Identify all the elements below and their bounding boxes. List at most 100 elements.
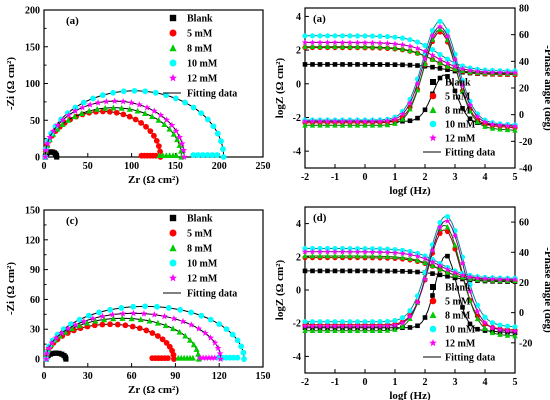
x-tick-label: 30 bbox=[83, 371, 93, 382]
logz-point bbox=[347, 33, 353, 39]
phase-point bbox=[445, 74, 450, 79]
phase-point bbox=[301, 118, 309, 124]
phase-point bbox=[474, 118, 481, 125]
logz-point bbox=[339, 39, 346, 46]
data-point bbox=[154, 303, 160, 310]
phase-point bbox=[317, 325, 323, 331]
y2-tick-label: 20 bbox=[519, 84, 529, 95]
logz-point bbox=[376, 248, 384, 255]
data-point bbox=[211, 339, 219, 346]
logz-point bbox=[384, 253, 391, 259]
data-point bbox=[86, 101, 94, 108]
data-point bbox=[214, 152, 220, 158]
phase-point bbox=[354, 322, 361, 329]
logz-point bbox=[511, 69, 519, 76]
phase-point bbox=[302, 327, 308, 334]
data-point bbox=[204, 116, 211, 123]
phase-point bbox=[384, 322, 391, 329]
data-point bbox=[187, 321, 195, 328]
phase-point bbox=[354, 122, 361, 128]
logz-point bbox=[392, 62, 398, 67]
y-axis-label: -Zi (Ω cm²) bbox=[5, 262, 17, 315]
legend-marker bbox=[429, 106, 437, 113]
data-point bbox=[71, 113, 78, 120]
logz-point bbox=[324, 253, 331, 259]
logz-point bbox=[309, 33, 316, 39]
logz-point bbox=[332, 33, 338, 39]
logz-point bbox=[331, 248, 339, 255]
legend-marker bbox=[430, 79, 436, 85]
legend-marker bbox=[430, 284, 436, 290]
logz-point bbox=[340, 268, 345, 274]
logz-point bbox=[377, 62, 383, 67]
logz-point bbox=[414, 45, 421, 52]
phase-point bbox=[504, 332, 511, 338]
phase-point bbox=[512, 127, 518, 133]
logz-point bbox=[369, 44, 376, 50]
logz-point bbox=[430, 271, 435, 276]
panel-label: (a) bbox=[313, 13, 326, 25]
data-point bbox=[217, 355, 225, 362]
phase-point bbox=[384, 122, 391, 128]
data-point bbox=[146, 317, 153, 324]
logz-point bbox=[437, 51, 443, 58]
logz-point bbox=[407, 37, 413, 43]
data-point bbox=[71, 107, 79, 114]
data-point bbox=[46, 133, 54, 141]
logz-point bbox=[459, 274, 466, 280]
logz-point bbox=[392, 268, 398, 274]
data-point bbox=[154, 333, 161, 339]
phase-point bbox=[399, 110, 406, 117]
x-axis-label: logf (Hz) bbox=[389, 390, 431, 400]
legend-marker bbox=[429, 134, 437, 142]
x-tick-label: 1 bbox=[393, 172, 398, 183]
legend-marker bbox=[429, 311, 437, 318]
data-point bbox=[94, 105, 101, 112]
data-point bbox=[208, 354, 216, 361]
logz-point bbox=[339, 33, 346, 39]
y-tick-label: -2 bbox=[293, 113, 301, 124]
logz-point bbox=[391, 249, 399, 256]
data-point bbox=[170, 130, 177, 137]
legend-marker bbox=[169, 244, 177, 252]
logz-point bbox=[347, 43, 353, 50]
data-point bbox=[119, 97, 127, 105]
data-point bbox=[152, 89, 159, 96]
logz-point bbox=[399, 254, 406, 260]
data-point bbox=[119, 315, 126, 321]
logz-point bbox=[392, 34, 398, 40]
logz-point bbox=[362, 33, 368, 39]
data-point bbox=[201, 329, 209, 336]
y-tick-label: 2 bbox=[296, 46, 301, 57]
phase-point bbox=[444, 224, 451, 230]
phase-point bbox=[466, 287, 474, 294]
phase-point bbox=[504, 122, 511, 129]
phase-point bbox=[444, 217, 451, 224]
logz-point bbox=[332, 253, 338, 259]
data-point bbox=[42, 146, 50, 154]
legend-text: 8 mM bbox=[445, 106, 471, 117]
phase-point bbox=[354, 319, 361, 325]
phase-point bbox=[460, 106, 465, 111]
y-tick-label: -4 bbox=[293, 352, 301, 363]
y-tick-label: 200 bbox=[25, 6, 40, 17]
fit-curve bbox=[44, 90, 225, 158]
logz-point bbox=[399, 35, 406, 41]
y-tick-label: 150 bbox=[25, 42, 40, 53]
phase-point bbox=[302, 319, 308, 325]
series-blank bbox=[302, 253, 518, 336]
legend-marker bbox=[169, 273, 177, 282]
phase-point bbox=[302, 325, 308, 331]
legend-marker bbox=[169, 229, 177, 237]
data-point bbox=[177, 306, 184, 313]
data-point bbox=[165, 305, 172, 311]
x-tick-label: 250 bbox=[256, 161, 271, 172]
series-12-mm bbox=[42, 309, 225, 362]
data-point bbox=[99, 321, 106, 328]
logz-point bbox=[354, 43, 361, 50]
phase-point bbox=[444, 28, 451, 34]
logz-point bbox=[309, 245, 316, 252]
x-tick-label: 90 bbox=[170, 371, 180, 382]
logz-point bbox=[399, 250, 406, 257]
